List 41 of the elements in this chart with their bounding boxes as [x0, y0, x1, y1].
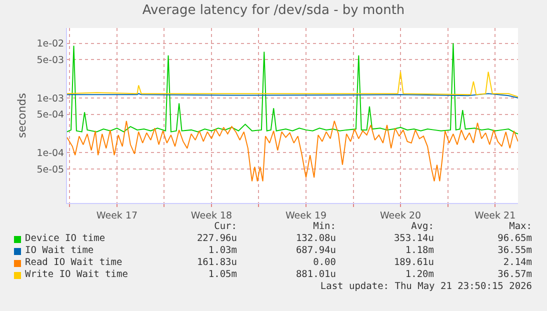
line-series [67, 42, 518, 134]
y-axis-title: seconds [15, 92, 28, 138]
y-tick-label: 5e-04 [36, 110, 64, 121]
text: Min: [313, 221, 336, 233]
x-tick-label: Week 19 [285, 210, 327, 222]
text: Cur: [214, 221, 237, 233]
legend-label: Write IO Wait time [25, 269, 128, 281]
text: 227.96u [196, 233, 237, 245]
text: Max: [509, 221, 532, 233]
x-tick-label: Week 20 [380, 210, 422, 222]
text: Last update: Thu May 21 23:50:15 2026 [320, 281, 532, 293]
legend-label: IO Wait time [25, 245, 94, 257]
text: 161.83u [196, 257, 237, 269]
text: 353.14u [394, 233, 434, 245]
x-tick-label: Week 21 [474, 210, 516, 222]
chart-title: Average latency for /dev/sda - by month [142, 2, 405, 18]
y-tick-label: 5e-05 [36, 164, 64, 176]
y-tick-label: 5e-03 [36, 55, 64, 66]
text: 1.18m [405, 245, 434, 257]
text: Avg: [411, 221, 434, 233]
text: 1.05m [208, 269, 237, 281]
text: 189.61u [394, 257, 434, 269]
text: 1.20m [405, 269, 434, 281]
text: 687.94u [296, 245, 336, 257]
text: 36.55m [498, 245, 532, 257]
y-tick-label: 1e-03 [36, 93, 64, 104]
y-tick-label: 1e-02 [36, 38, 64, 50]
x-tick-label: Week 17 [96, 210, 138, 222]
text: 2.14m [503, 257, 532, 269]
text: 0.00 [313, 257, 336, 269]
text: 1.03m [208, 245, 237, 257]
x-tick-label: Week 18 [190, 210, 232, 222]
legend-label: Read IO Wait time [25, 257, 122, 269]
line-series [67, 120, 518, 182]
text: 132.08u [296, 233, 336, 245]
legend-label: Device IO time [25, 233, 106, 245]
text: 36.57m [498, 269, 532, 281]
text: 881.01u [296, 269, 336, 281]
text: 96.65m [498, 233, 532, 245]
y-tick-label: 1e-04 [36, 148, 64, 159]
line-series [67, 71, 518, 98]
